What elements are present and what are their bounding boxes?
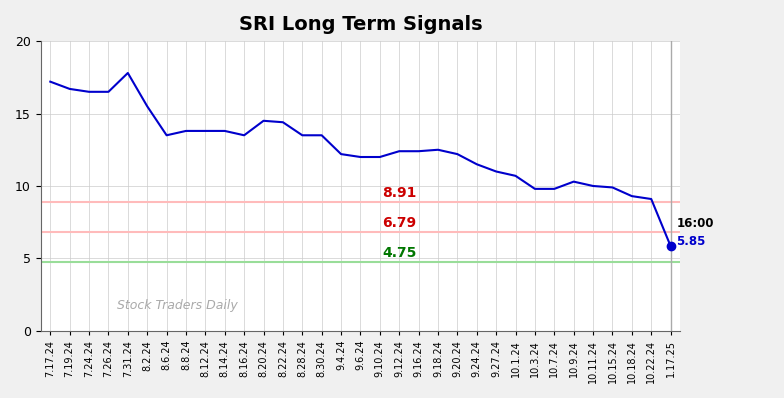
Text: 8.91: 8.91 xyxy=(382,186,416,200)
Text: 6.79: 6.79 xyxy=(382,217,416,230)
Title: SRI Long Term Signals: SRI Long Term Signals xyxy=(238,15,482,34)
Text: Stock Traders Daily: Stock Traders Daily xyxy=(118,299,238,312)
Text: 16:00: 16:00 xyxy=(677,217,714,230)
Text: 4.75: 4.75 xyxy=(382,246,416,260)
Text: 5.85: 5.85 xyxy=(677,235,706,248)
